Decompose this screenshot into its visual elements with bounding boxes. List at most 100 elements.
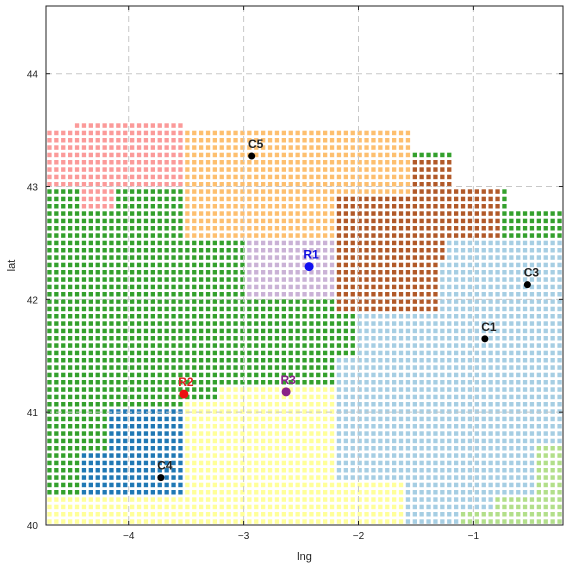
region-cell [136, 482, 142, 488]
region-cell [178, 446, 183, 451]
region-cell [412, 160, 417, 165]
region-cell [178, 519, 183, 524]
region-cell [261, 519, 266, 524]
region-cell [233, 248, 238, 253]
region-cell [295, 424, 300, 429]
region-cell [233, 372, 238, 378]
region-cell [81, 299, 87, 304]
region-cell [405, 336, 411, 341]
region-cell [185, 211, 190, 216]
region-cell [350, 402, 355, 407]
region-cell [54, 468, 59, 473]
region-cell [164, 490, 169, 495]
region-cell [371, 475, 376, 480]
region-cell [95, 438, 100, 444]
region-cell [467, 504, 473, 510]
region-cell [467, 438, 473, 444]
region-cell [102, 409, 107, 414]
region-cell [109, 218, 114, 224]
region-cell [543, 438, 548, 444]
region-cell [288, 438, 293, 444]
region-cell [61, 211, 66, 216]
region-cell [357, 284, 362, 290]
region-cell [302, 277, 307, 282]
region-cell [205, 482, 211, 488]
region-cell [309, 138, 314, 143]
region-cell [164, 196, 169, 202]
region-cell [385, 424, 390, 429]
region-cell [474, 365, 479, 370]
region-cell [412, 204, 417, 209]
region-cell [261, 270, 266, 275]
region-cell [88, 196, 93, 202]
region-cell [192, 416, 197, 422]
region-cell [274, 284, 280, 290]
region-cell [102, 182, 107, 187]
region-cell [426, 394, 431, 400]
region-cell [88, 453, 93, 458]
region-cell [281, 372, 286, 378]
region-cell [371, 226, 376, 231]
region-cell [74, 226, 80, 231]
region-cell [212, 284, 217, 290]
region-cell [130, 277, 135, 282]
region-cell [61, 402, 66, 407]
region-cell [357, 416, 362, 422]
region-cell [61, 468, 66, 473]
region-cell [157, 402, 162, 407]
region-cell [143, 512, 149, 517]
region-cell [488, 482, 493, 488]
region-cell [509, 233, 514, 238]
region-cell [529, 394, 535, 400]
region-cell [219, 196, 224, 202]
region-cell [199, 240, 204, 246]
region-cell [199, 160, 204, 165]
region-cell [378, 446, 383, 451]
region-cell [460, 512, 466, 517]
region-cell [261, 248, 266, 253]
region-cell [226, 365, 231, 370]
region-cell [150, 270, 155, 275]
region-cell [323, 394, 328, 400]
region-cell [536, 211, 541, 216]
region-cell [550, 490, 555, 495]
region-cell [357, 218, 362, 224]
region-cell [343, 255, 348, 260]
region-cell [371, 380, 376, 385]
region-cell [474, 431, 479, 436]
region-cell [336, 490, 342, 495]
region-cell [481, 358, 486, 363]
region-cell [164, 306, 169, 312]
region-cell [350, 226, 355, 231]
region-cell [150, 497, 155, 502]
region-cell [329, 372, 335, 378]
region-cell [316, 292, 321, 297]
region-cell [495, 255, 500, 260]
region-cell [267, 512, 273, 517]
region-cell [192, 394, 197, 400]
point-label-r1: R1 [303, 248, 319, 262]
region-cell [164, 277, 169, 282]
region-cell [192, 482, 197, 488]
region-cell [509, 343, 514, 348]
region-cell [54, 402, 59, 407]
region-cell [488, 284, 493, 290]
region-cell [536, 255, 541, 260]
region-cell [474, 512, 479, 517]
region-cell [440, 497, 445, 502]
region-cell [343, 160, 348, 165]
region-cell [254, 453, 259, 458]
region-cell [226, 490, 231, 495]
region-cell [95, 262, 100, 268]
region-cell [102, 174, 107, 180]
region-cell [405, 130, 411, 136]
region-cell [136, 468, 142, 473]
region-cell [343, 182, 348, 187]
region-cell [316, 270, 321, 275]
region-cell [412, 270, 417, 275]
region-cell [74, 416, 80, 422]
region-cell [226, 475, 231, 480]
region-cell [447, 240, 452, 246]
region-cell [123, 240, 128, 246]
region-cell [336, 284, 342, 290]
